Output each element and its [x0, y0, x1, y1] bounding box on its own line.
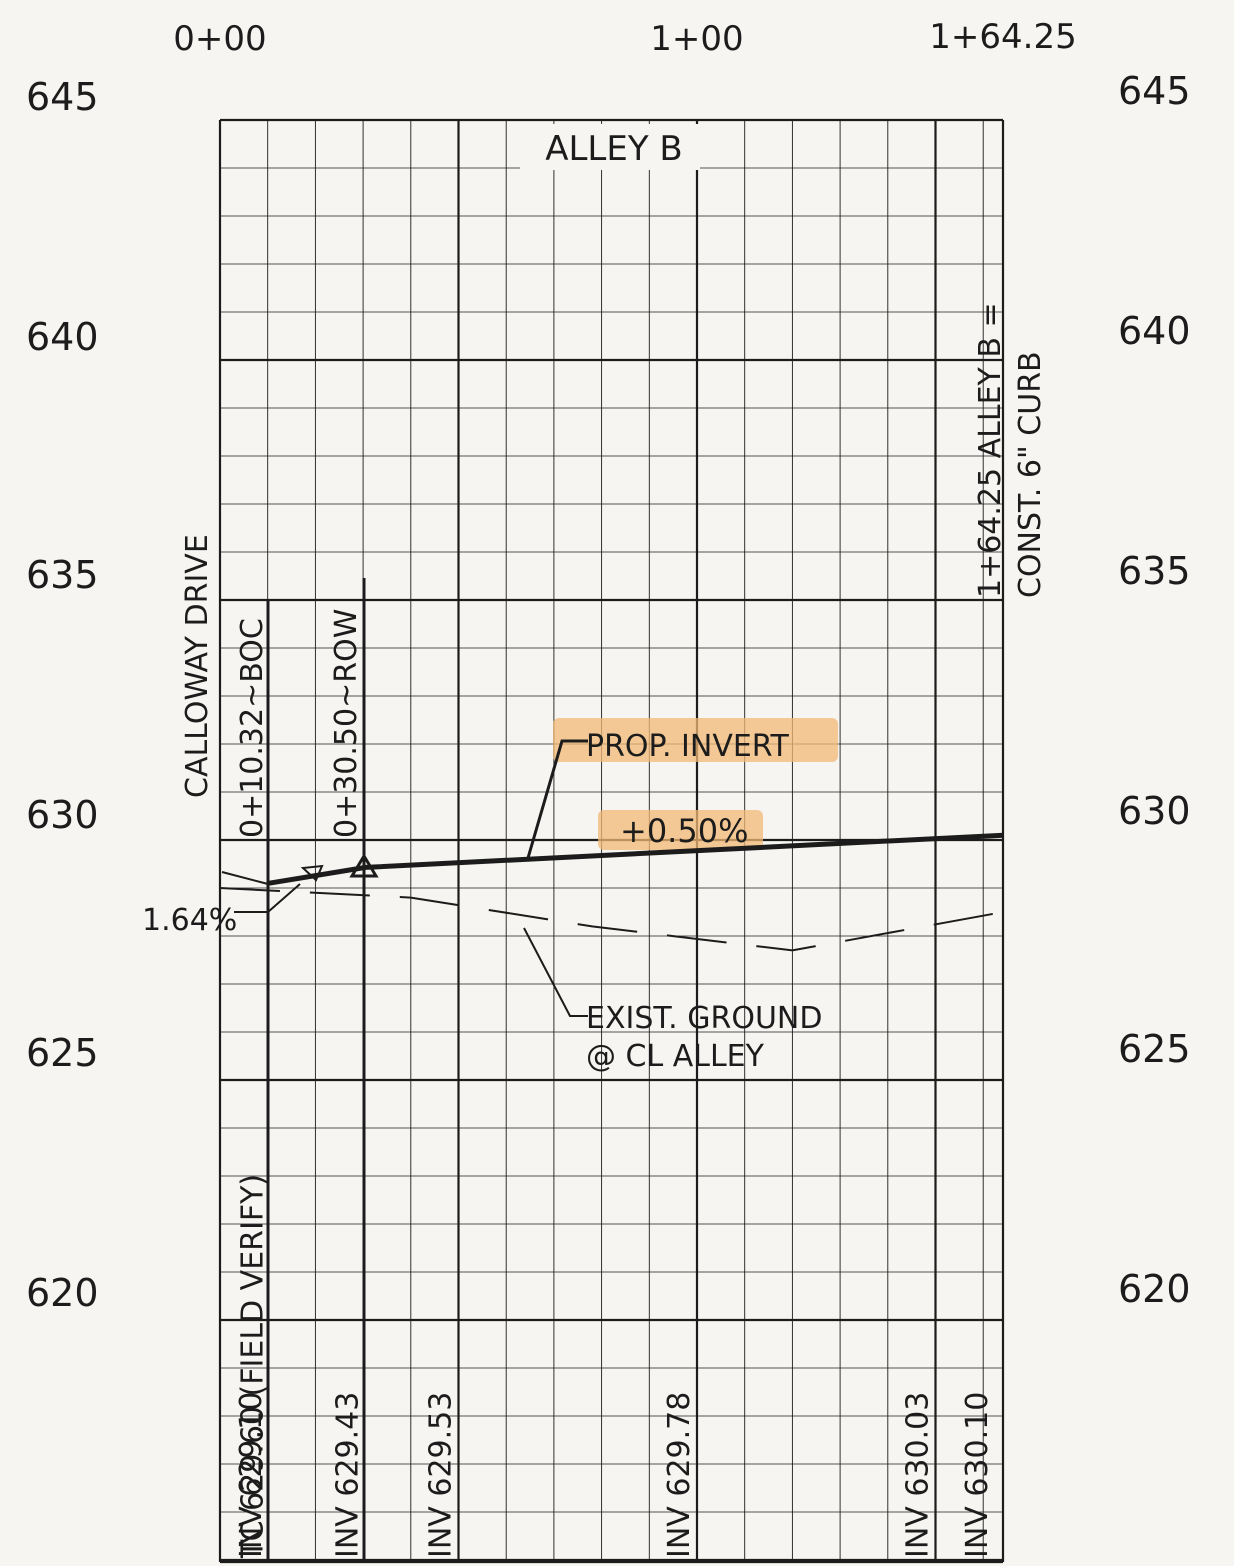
boc-label: 0+10.32~BOC	[235, 618, 270, 838]
row-label: 0+30.50~ROW	[329, 609, 364, 838]
elevation-label-630-left: 630	[26, 793, 99, 837]
bottom-label: INV 630.10	[960, 1392, 995, 1558]
prop-invert-label: PROP. INVERT	[586, 729, 789, 764]
vertical-labels: CALLOWAY DRIVE 0+10.32~BOC 0+30.50~ROW 1…	[180, 302, 1048, 838]
elevation-label-620-right: 620	[1118, 1267, 1191, 1311]
slope-start-label: 1.64%	[142, 903, 237, 938]
elevation-labels-right: 645 640 635 630 625 620	[1118, 69, 1191, 1311]
elevation-label-630-right: 630	[1118, 789, 1191, 833]
station-labels: 0+00 1+00 1+64.25	[173, 17, 1076, 59]
bottom-label: INV 630.03	[901, 1392, 936, 1558]
end-station-label: 1+64.25 ALLEY B =	[973, 302, 1008, 598]
slope-main-label: +0.50%	[620, 812, 748, 850]
elevation-label-640-left: 640	[26, 315, 99, 359]
elevation-label-625-left: 625	[26, 1031, 99, 1075]
exist-ground-leader	[523, 927, 588, 1017]
elevation-label-645-right: 645	[1118, 69, 1191, 113]
bottom-label: INV 629.43	[331, 1392, 366, 1558]
elevation-label-635-left: 635	[26, 553, 99, 597]
proposed-invert-line	[268, 832, 1004, 886]
highlight-prop-invert	[553, 718, 838, 762]
end-note-label: CONST. 6" CURB	[1013, 351, 1048, 598]
elevation-label-635-right: 635	[1118, 549, 1191, 593]
street-label: CALLOWAY DRIVE	[180, 534, 215, 798]
highlight-slope	[598, 810, 763, 850]
bottom-label: TC 629.60 (FIELD VERIFY)	[235, 1174, 270, 1559]
elevation-label-640-right: 640	[1118, 309, 1191, 353]
station-label-2: 1+64.25	[929, 17, 1076, 57]
row-triangle-marker	[349, 853, 379, 878]
existing-ground-line	[219, 887, 1004, 952]
bottom-label: INV 629.78	[662, 1392, 697, 1558]
station-label-0: 0+00	[173, 19, 266, 59]
slope-start-leader	[234, 883, 301, 913]
elevation-labels-left: 645 640 635 630 625 620	[26, 75, 99, 1315]
title-backing	[520, 124, 700, 170]
elevation-label-620-left: 620	[26, 1271, 99, 1315]
grade-break-marker	[300, 864, 324, 882]
exist-ground-label-1: EXIST. GROUND	[586, 1001, 822, 1036]
bottom-label: INV 629.10	[234, 1392, 269, 1558]
bottom-label: INV 629.53	[424, 1392, 459, 1558]
elevation-label-645-left: 645	[26, 75, 99, 119]
bottom-labels: TC 629.60 (FIELD VERIFY)INV 629.10 INV 62…	[234, 1174, 995, 1559]
profile-grid	[218, 118, 1005, 1564]
exist-ground-label-2: @ CL ALLEY	[586, 1039, 765, 1074]
drawing-title: ALLEY B	[545, 129, 683, 169]
elevation-label-625-right: 625	[1118, 1027, 1191, 1071]
prop-invert-leader	[526, 739, 588, 859]
start-grade-line	[221, 871, 269, 885]
station-label-1: 1+00	[650, 19, 743, 59]
